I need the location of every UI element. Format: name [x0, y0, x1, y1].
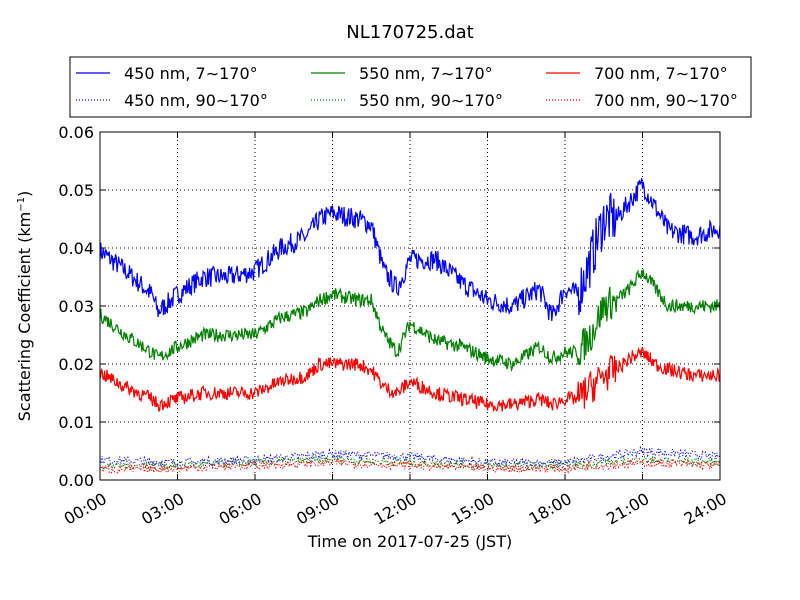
y-tick-label: 0.06 — [58, 123, 94, 142]
y-axis-label-end: ) — [15, 191, 34, 197]
y-tick-label: 0.03 — [58, 297, 94, 316]
legend-label-5: 700 nm, 7∼170° — [594, 64, 728, 83]
x-tick-label: 21:00 — [603, 489, 652, 529]
y-axis-label-sup: −1 — [16, 197, 27, 212]
y-axis-label: Scattering Coefficient (km−1) — [15, 191, 34, 422]
y-axis-label-main: Scattering Coefficient (km — [15, 212, 34, 422]
legend-label-1: 450 nm, 7∼170° — [124, 64, 258, 83]
x-tick-label: 09:00 — [293, 489, 342, 529]
y-tick-label: 0.04 — [58, 239, 94, 258]
legend-label-6: 700 nm, 90∼170° — [594, 91, 738, 110]
x-tick-label: 06:00 — [216, 489, 265, 529]
x-axis: 00:00 03:00 06:00 09:00 12:00 15:00 18:00 21:00… — [61, 132, 730, 529]
legend: 450 nm, 7∼170° 450 nm, 90∼170° 550 nm, 7∼1… — [69, 56, 752, 118]
chart-title: NL170725.dat — [346, 22, 473, 43]
y-axis: 0.00 0.01 0.02 0.03 0.04 0.05 0.06 — [58, 123, 720, 490]
legend-label-3: 550 nm, 7∼170° — [359, 64, 493, 83]
y-tick-label: 0.05 — [58, 181, 94, 200]
y-tick-label: 0.02 — [58, 355, 94, 374]
legend-box — [69, 56, 752, 118]
legend-label-2: 450 nm, 90∼170° — [124, 91, 268, 110]
series-line-5 — [99, 346, 721, 413]
series-layer — [99, 178, 721, 475]
x-tick-label: 03:00 — [138, 489, 187, 529]
series-line-6 — [99, 456, 721, 475]
series-line-3 — [99, 269, 721, 373]
y-tick-label: 0.00 — [58, 471, 94, 490]
x-tick-label: 24:00 — [681, 489, 730, 529]
legend-label-4: 550 nm, 90∼170° — [359, 91, 503, 110]
x-tick-label: 12:00 — [371, 489, 420, 529]
x-tick-label: 15:00 — [448, 489, 497, 529]
y-tick-label: 0.01 — [58, 413, 94, 432]
series-line-1 — [99, 178, 721, 322]
series-line-4 — [99, 454, 721, 472]
x-axis-label: Time on 2017-07-25 (JST) — [307, 532, 512, 551]
x-tick-label: 18:00 — [526, 489, 575, 529]
grid — [100, 132, 720, 480]
x-tick-label: 00:00 — [61, 489, 110, 529]
